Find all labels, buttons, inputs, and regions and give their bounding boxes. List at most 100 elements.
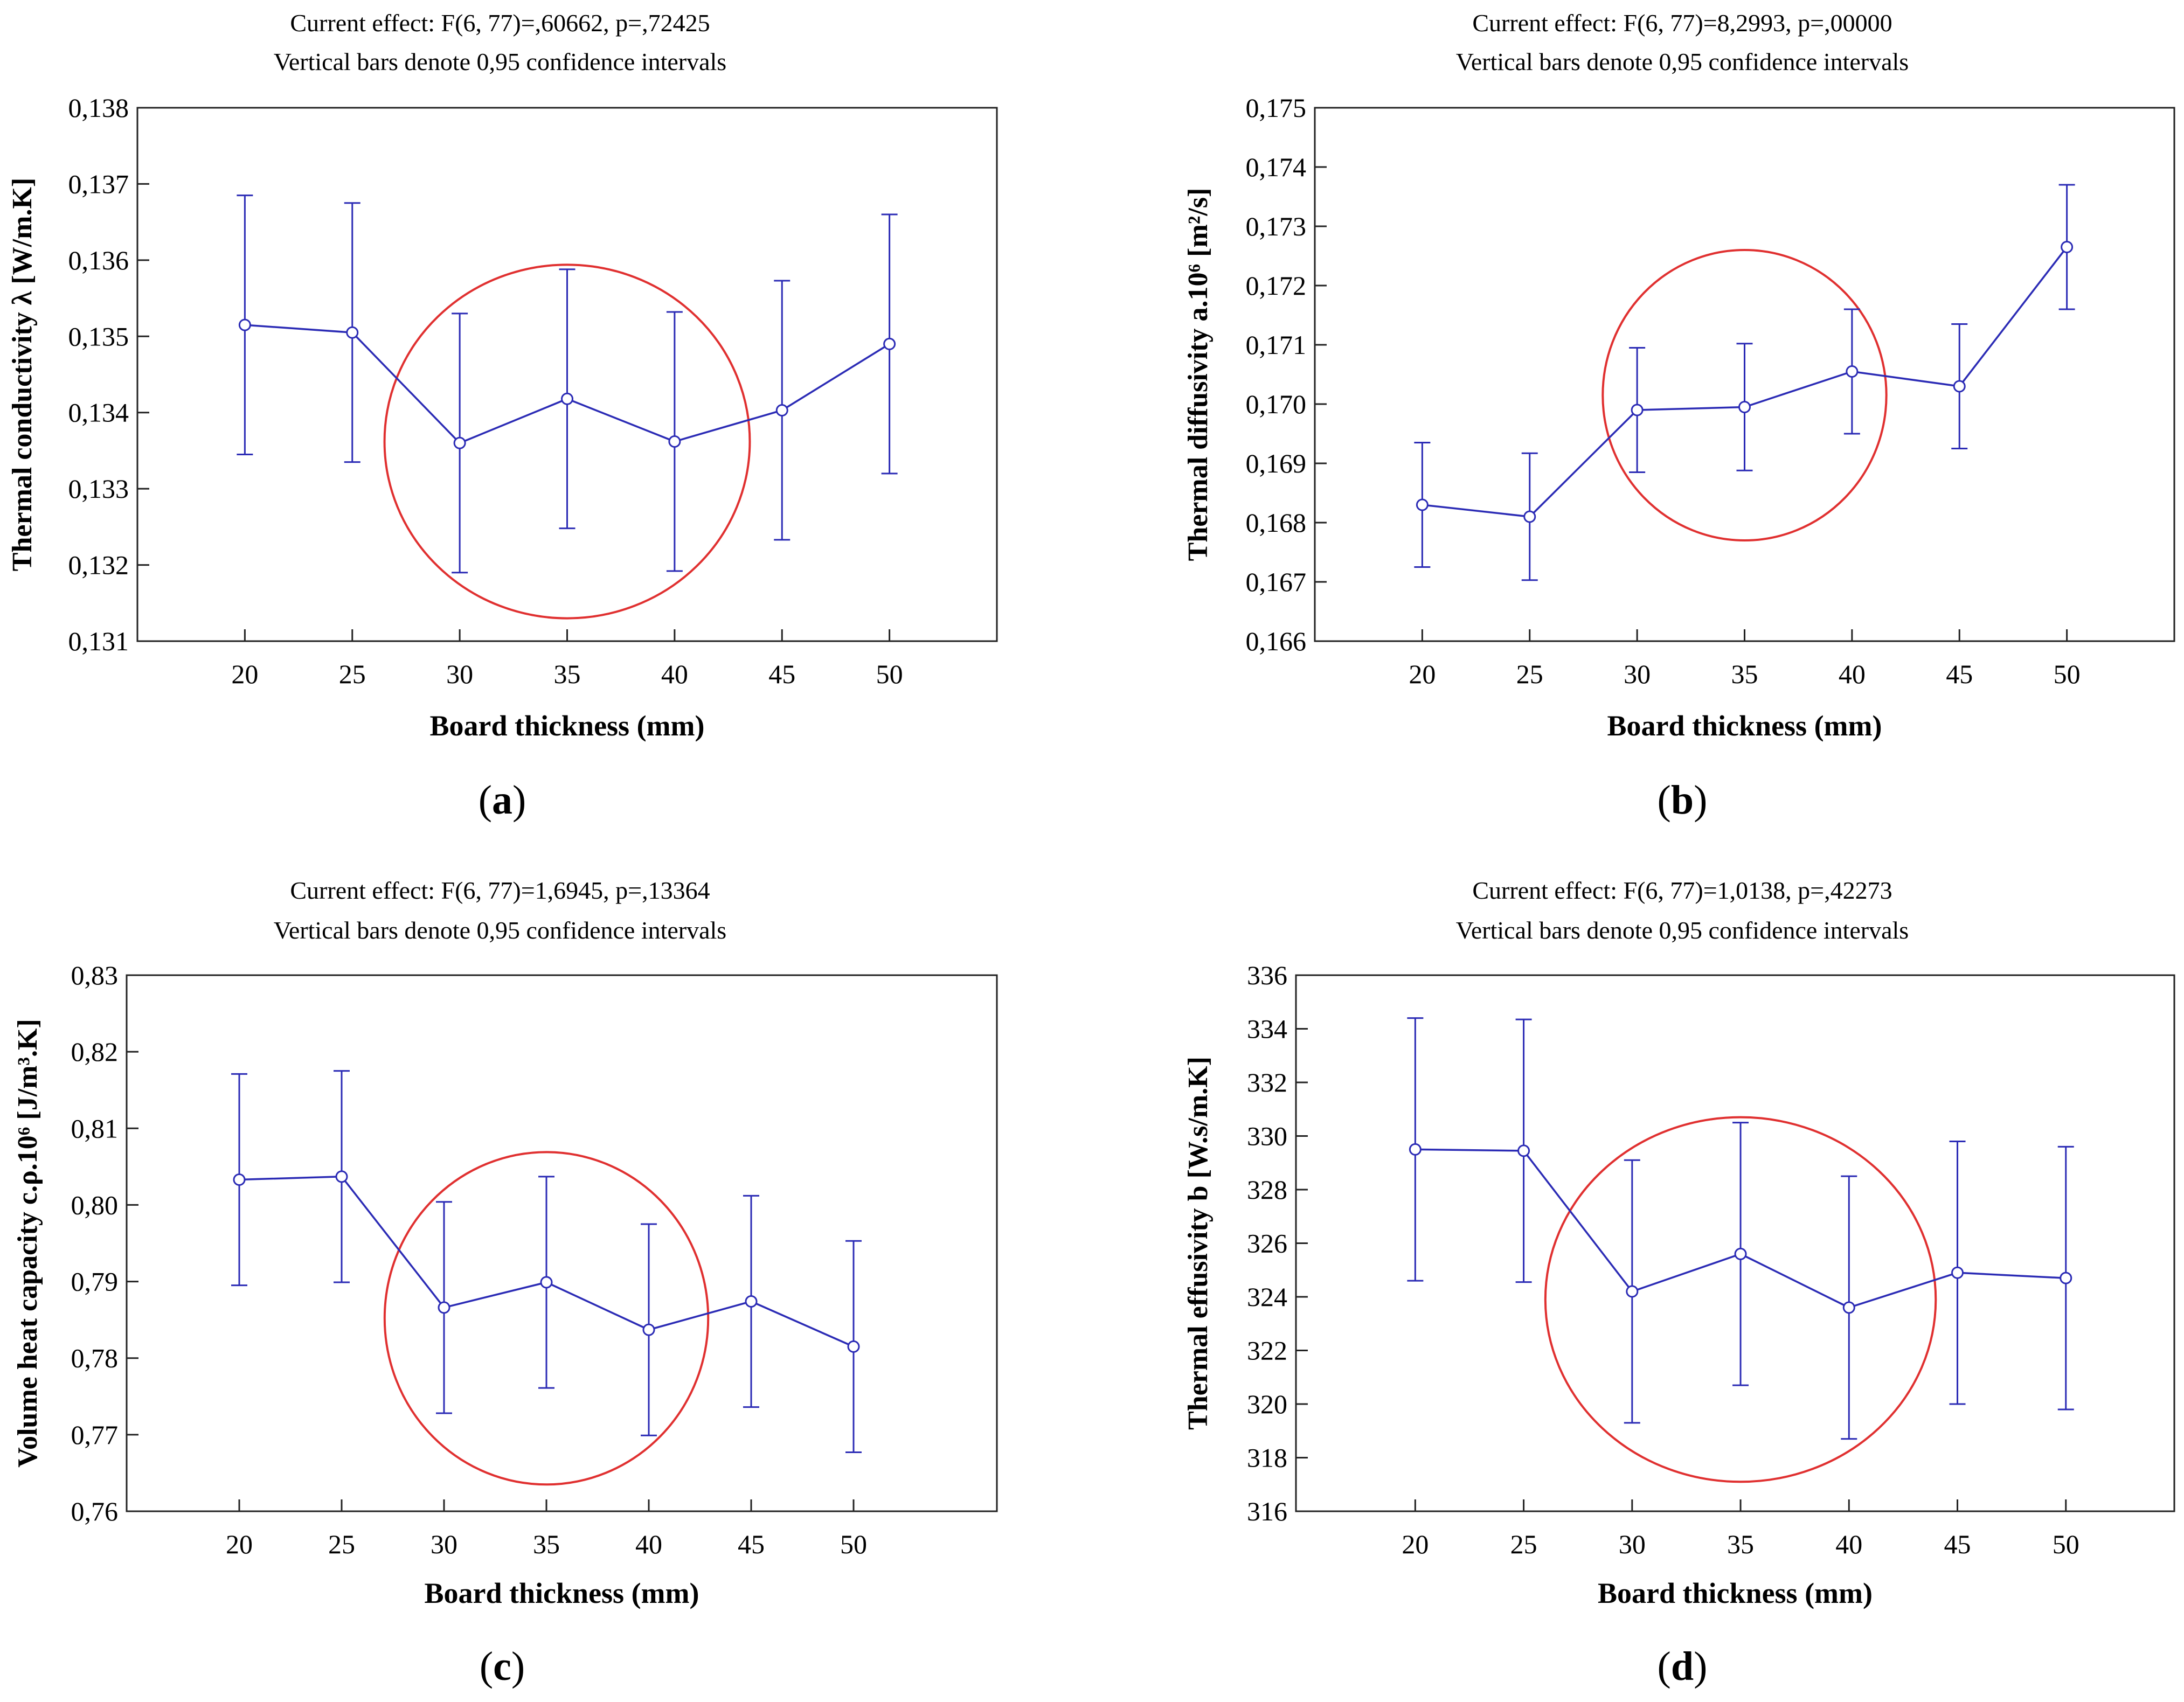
- y-tick-label: 0,81: [71, 1113, 119, 1143]
- panel-letter: c: [493, 1644, 511, 1689]
- plot-frame: [1295, 974, 2175, 1512]
- data-point: [540, 1276, 553, 1289]
- y-tick-label: 0,80: [71, 1190, 119, 1220]
- x-tick-label: 25: [1516, 659, 1543, 689]
- data-point: [1631, 404, 1644, 416]
- x-tick-label: 45: [1946, 659, 1973, 689]
- y-tick-label: 0,170: [1246, 389, 1307, 419]
- x-tick-label: 35: [554, 659, 581, 689]
- x-tick-label: 50: [840, 1529, 867, 1559]
- x-tick-label: 40: [661, 659, 688, 689]
- x-tick-label: 25: [339, 659, 366, 689]
- x-tick-label: 30: [1619, 1529, 1646, 1559]
- chart-header-ci-note: Vertical bars denote 0,95 confidence int…: [1456, 916, 1909, 944]
- x-axis-label: Board thickness (mm): [425, 1577, 699, 1609]
- y-tick-label: 0,174: [1246, 152, 1307, 182]
- chart-header-ci-note: Vertical bars denote 0,95 confidence int…: [274, 916, 726, 944]
- data-point: [561, 392, 573, 405]
- y-tick-label: 0,135: [68, 321, 129, 351]
- data-point: [1416, 498, 1429, 511]
- chart-panel-b: Current effect: F(6, 77)=8,2993, p=,0000…: [1183, 9, 2175, 823]
- chart-header-ci-note: Vertical bars denote 0,95 confidence int…: [1456, 48, 1909, 75]
- panel-label: (a): [479, 777, 526, 823]
- y-tick-label: 0,172: [1246, 270, 1307, 301]
- data-point: [346, 326, 359, 339]
- data-point: [1842, 1301, 1855, 1314]
- y-tick-label: 0,78: [71, 1343, 119, 1373]
- data-point: [775, 404, 788, 416]
- data-point: [238, 318, 251, 331]
- x-axis-label: Board thickness (mm): [430, 710, 705, 742]
- data-point: [1953, 380, 1966, 393]
- x-tick-label: 40: [635, 1529, 662, 1559]
- x-tick-label: 30: [446, 659, 473, 689]
- data-point: [1734, 1247, 1747, 1260]
- x-tick-label: 25: [328, 1529, 355, 1559]
- x-tick-label: 20: [1402, 1529, 1429, 1559]
- y-tick-label: 324: [1247, 1282, 1287, 1312]
- chart-header-effect: Current effect: F(6, 77)=,60662, p=,7242…: [290, 9, 710, 37]
- y-tick-label: 0,77: [71, 1420, 119, 1450]
- y-tick-label: 0,166: [1246, 626, 1307, 656]
- chart-header-effect: Current effect: F(6, 77)=8,2993, p=,0000…: [1472, 9, 1892, 37]
- panel-letter: a: [492, 777, 512, 823]
- chart-panel-c: Current effect: F(6, 77)=1,6945, p=,1336…: [12, 877, 998, 1689]
- y-tick-label: 0,133: [68, 474, 129, 504]
- y-tick-label: 0,82: [71, 1037, 119, 1067]
- data-point: [847, 1340, 860, 1353]
- y-tick-label: 0,132: [68, 550, 129, 580]
- y-tick-label: 0,168: [1246, 508, 1307, 538]
- y-axis-label: Volume heat capacity c.ρ.10⁶ [J/m³.K]: [12, 1019, 43, 1468]
- panel-letter: d: [1671, 1644, 1694, 1689]
- data-point: [453, 436, 466, 449]
- y-tick-label: 0,167: [1246, 567, 1307, 597]
- y-tick-label: 322: [1247, 1336, 1287, 1366]
- data-point: [642, 1323, 655, 1336]
- plot-frame: [126, 974, 998, 1512]
- data-point: [335, 1170, 348, 1183]
- data-point: [1409, 1143, 1422, 1156]
- x-tick-label: 45: [738, 1529, 765, 1559]
- y-axis-label: Thermal effusivity b [W.s/m.K]: [1183, 1057, 1214, 1430]
- x-tick-label: 50: [2054, 659, 2081, 689]
- y-tick-label: 0,76: [71, 1496, 119, 1526]
- data-point: [1523, 510, 1536, 523]
- y-tick-label: 318: [1247, 1443, 1287, 1473]
- y-tick-label: 0,137: [68, 169, 129, 199]
- x-tick-label: 40: [1839, 659, 1866, 689]
- data-point: [1626, 1285, 1639, 1298]
- y-tick-label: 0,136: [68, 245, 129, 275]
- data-point: [2061, 241, 2074, 253]
- x-tick-label: 50: [876, 659, 903, 689]
- x-axis-label: Board thickness (mm): [1598, 1577, 1873, 1609]
- x-tick-label: 35: [1731, 659, 1758, 689]
- y-tick-label: 0,83: [71, 960, 119, 990]
- x-tick-label: 30: [1624, 659, 1651, 689]
- y-tick-label: 0,171: [1246, 330, 1307, 360]
- data-point: [1951, 1266, 1964, 1279]
- y-tick-label: 0,79: [71, 1267, 119, 1297]
- x-tick-label: 20: [226, 1529, 253, 1559]
- data-point: [1738, 401, 1751, 413]
- chart-panel-d: Current effect: F(6, 77)=1,0138, p=,4227…: [1183, 877, 2175, 1689]
- x-tick-label: 25: [1510, 1529, 1537, 1559]
- y-tick-label: 326: [1247, 1228, 1287, 1259]
- y-tick-label: 0,173: [1246, 211, 1307, 241]
- panel-label: (b): [1658, 777, 1708, 823]
- chart-header-effect: Current effect: F(6, 77)=1,0138, p=,4227…: [1472, 877, 1892, 904]
- chart-panel-a: Current effect: F(6, 77)=,60662, p=,7242…: [7, 9, 998, 823]
- data-point: [1846, 365, 1859, 378]
- y-tick-label: 328: [1247, 1175, 1287, 1205]
- y-axis-label: Thermal conductivity λ [W/m.K]: [7, 178, 38, 571]
- y-tick-label: 0,138: [68, 93, 129, 123]
- y-tick-label: 316: [1247, 1496, 1287, 1526]
- data-point: [233, 1173, 246, 1186]
- data-point: [668, 435, 681, 448]
- y-tick-label: 0,169: [1246, 448, 1307, 478]
- highlight-circle: [383, 263, 751, 620]
- data-point: [883, 337, 896, 350]
- data-point: [1517, 1144, 1530, 1157]
- y-tick-label: 320: [1247, 1389, 1287, 1419]
- data-point: [438, 1301, 450, 1314]
